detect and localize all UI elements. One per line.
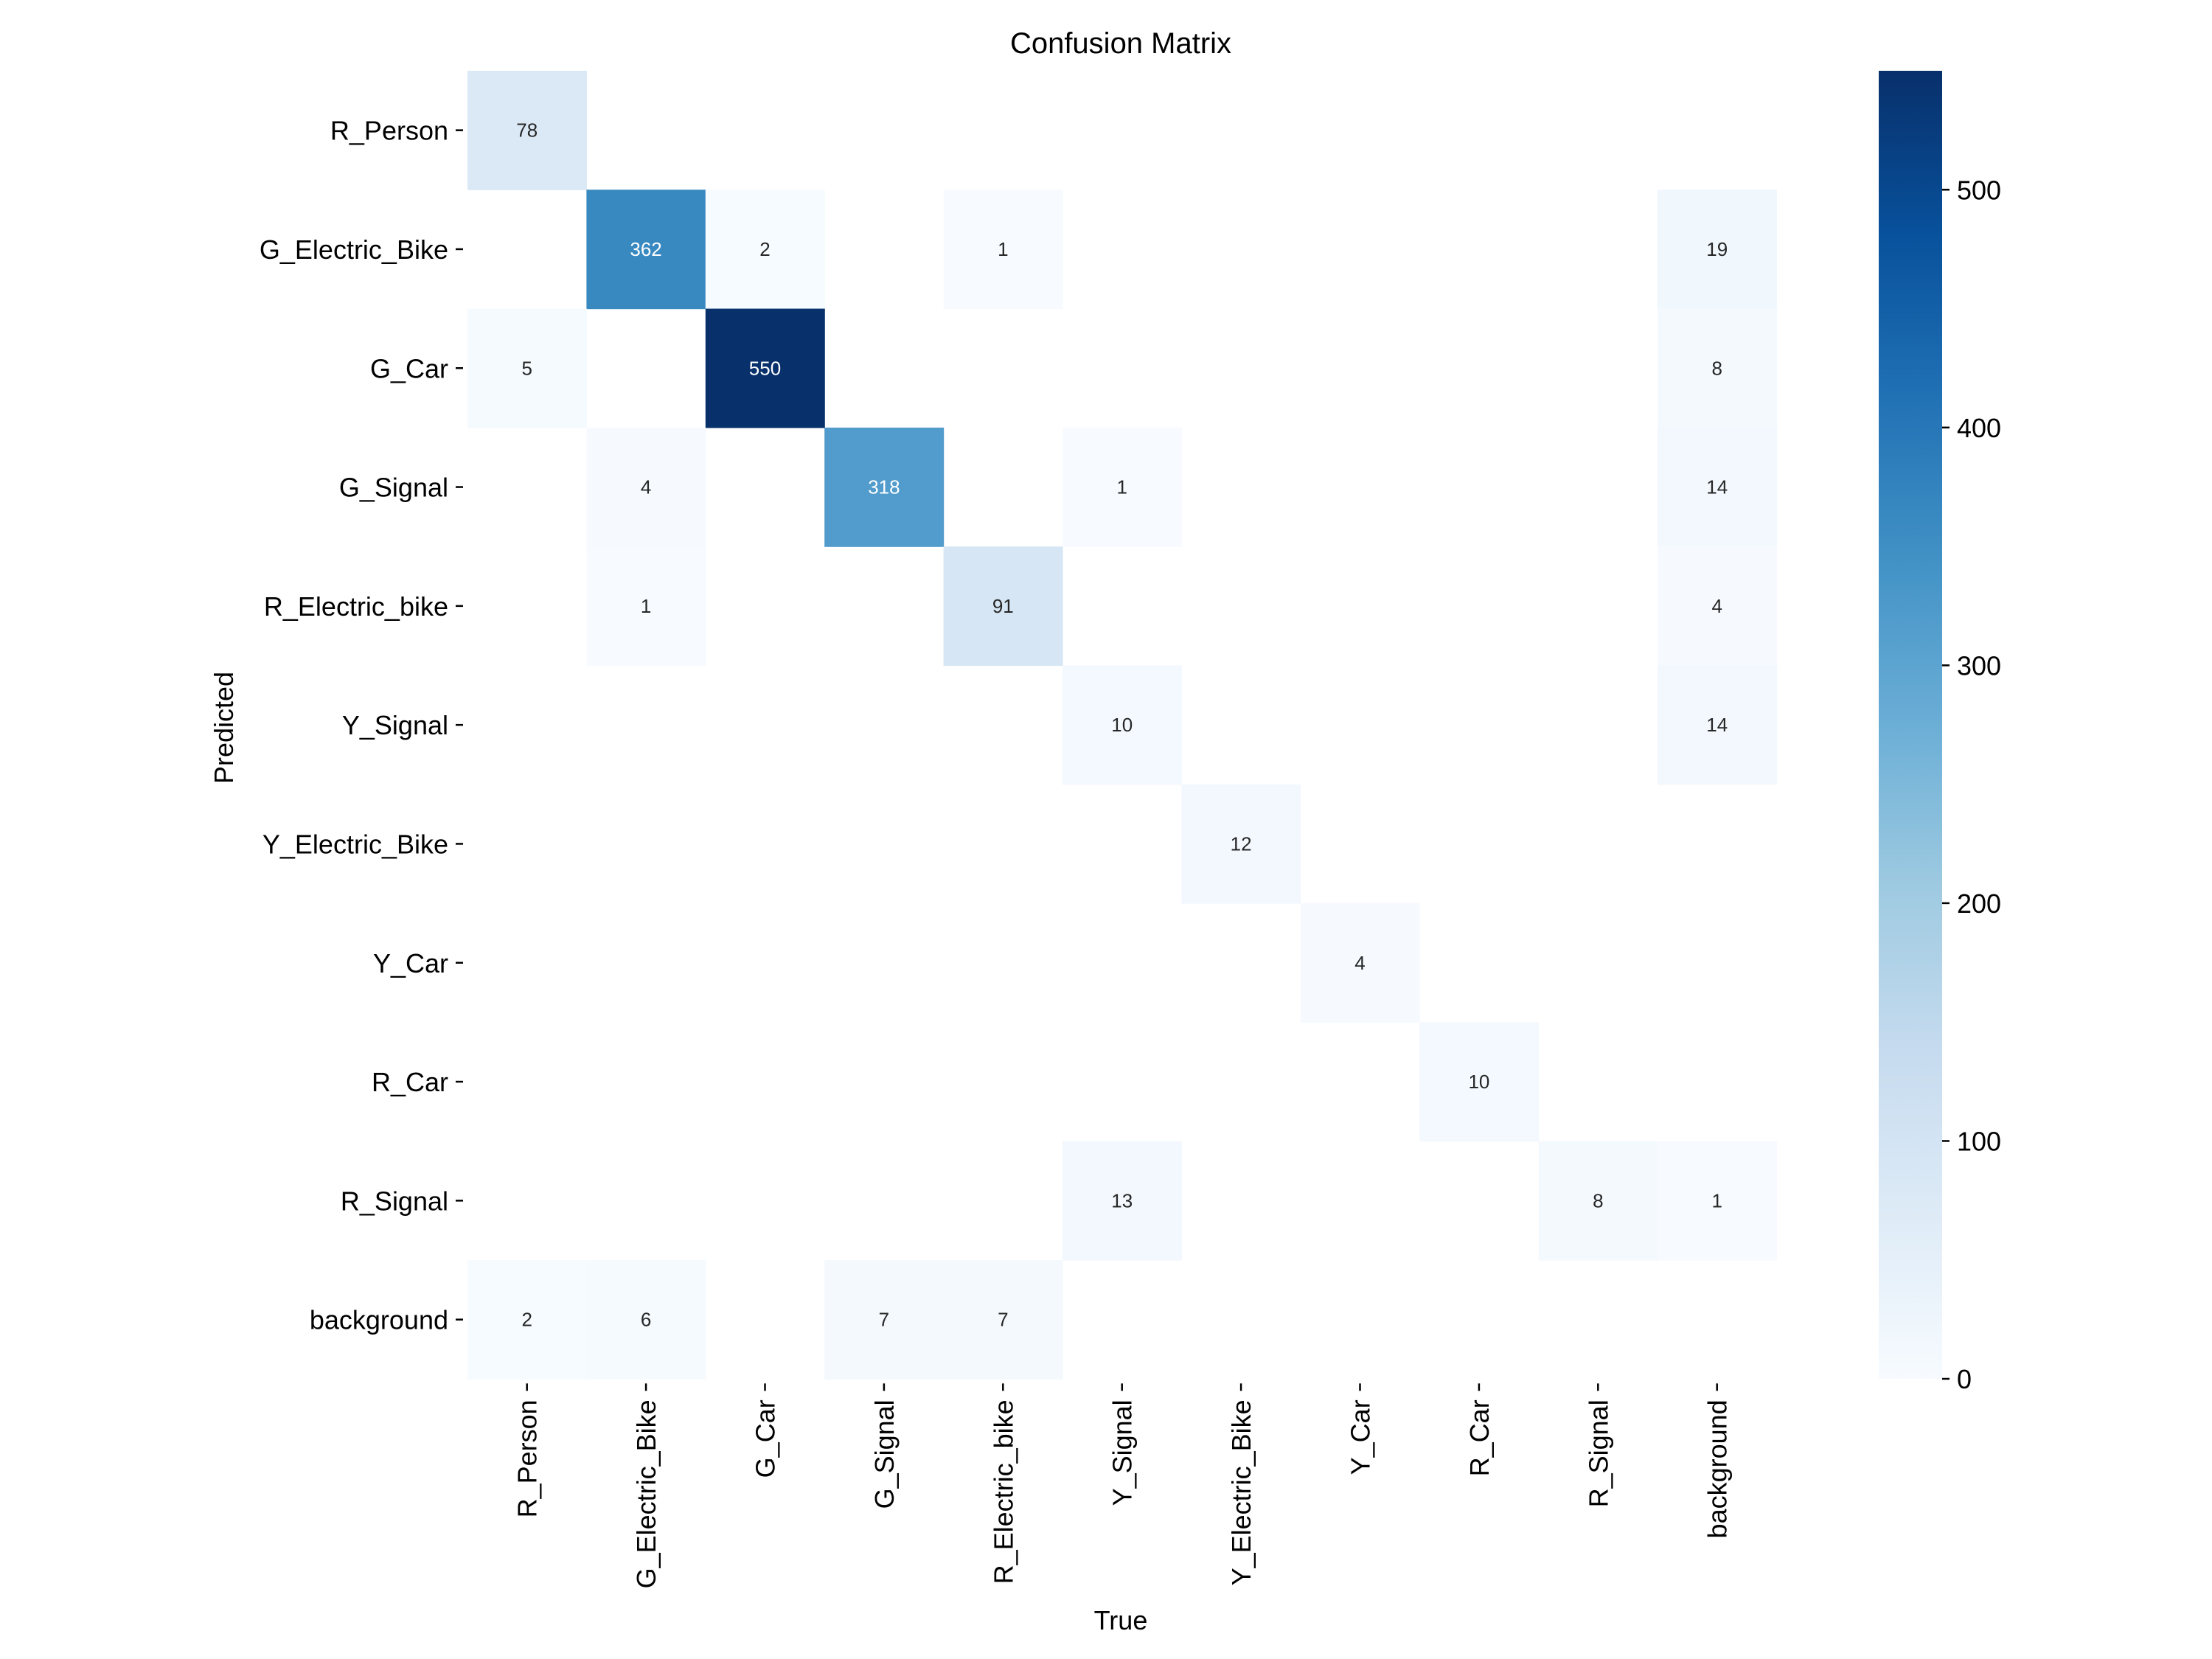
heatmap-cell — [1658, 427, 1777, 547]
y-axis: R_Person G_Electric_Bike G_Car G_Signal R_El… — [260, 116, 463, 1335]
cell-value-label: 2 — [521, 1309, 532, 1331]
chart-title: Confusion Matrix — [1010, 27, 1231, 60]
heatmap-cell — [1062, 665, 1182, 785]
y-tick-label: R_Person — [330, 116, 448, 146]
colorbar-tick-label: 400 — [1957, 413, 2001, 443]
colorbar-tick-label: 200 — [1957, 888, 2001, 919]
cell-value-label: 14 — [1706, 714, 1728, 736]
cell-value-label: 8 — [1711, 357, 1722, 379]
colorbar — [1879, 71, 1942, 1379]
heatmap-cell — [586, 427, 706, 547]
x-tick-label: Y_Electric_Bike — [1226, 1399, 1256, 1585]
heatmap-cell — [1658, 308, 1777, 428]
cell-value-label: 1 — [1116, 476, 1127, 498]
y-tick-label: G_Electric_Bike — [260, 234, 448, 265]
cell-value-label: 550 — [749, 357, 781, 379]
heatmap-cell — [467, 71, 587, 190]
cell-value-label: 10 — [1111, 714, 1133, 736]
cell-value-label: 14 — [1706, 476, 1728, 498]
y-tick-label: R_Electric_bike — [264, 591, 448, 622]
cell-value-label: 4 — [641, 476, 651, 498]
heatmap-cell — [1658, 546, 1777, 667]
heatmap-cell — [1658, 189, 1777, 310]
heatmap-cell — [586, 189, 706, 310]
cell-value-label: 362 — [630, 238, 661, 260]
colorbar-tick-label: 0 — [1957, 1364, 1972, 1394]
cell-value-label: 13 — [1111, 1189, 1133, 1211]
heatmap-cell — [943, 546, 1063, 667]
y-tick-label: G_Car — [370, 353, 448, 383]
cell-value-label: 7 — [879, 1309, 889, 1331]
heatmap-cell — [824, 1260, 945, 1380]
heatmap-cell — [943, 1260, 1063, 1380]
heatmap-cell — [943, 189, 1063, 310]
heatmap-cell — [1538, 1141, 1658, 1261]
x-tick-label: Y_Signal — [1107, 1399, 1138, 1506]
cell-value-label: 4 — [1711, 595, 1722, 617]
y-axis-label: Predicted — [209, 672, 239, 784]
heatmap-cell — [1300, 903, 1420, 1023]
cell-value-label: 78 — [516, 119, 538, 142]
cell-value-label: 7 — [998, 1309, 1008, 1331]
cell-value-label: 6 — [641, 1309, 651, 1331]
heatmap-cell — [1062, 427, 1182, 547]
cell-value-label: 4 — [1354, 952, 1365, 974]
x-axis: R_Person G_Electric_Bike G_Car G_Signal R_El… — [512, 1383, 1733, 1588]
heatmap-cell — [824, 427, 945, 547]
cell-value-label: 318 — [868, 476, 900, 498]
x-tick-label: R_Person — [512, 1399, 543, 1517]
heatmap-cell — [1658, 665, 1777, 785]
cell-value-label: 12 — [1231, 832, 1252, 855]
x-tick-label: R_Electric_bike — [988, 1399, 1018, 1584]
x-tick-label: R_Signal — [1583, 1399, 1613, 1507]
y-tick-label: Y_Car — [373, 948, 448, 978]
heatmap-cell — [586, 1260, 706, 1380]
y-tick-label: G_Signal — [339, 473, 448, 503]
cell-value-label: 91 — [992, 595, 1014, 617]
heatmap-cell — [705, 308, 825, 428]
cell-value-label: 8 — [1593, 1189, 1603, 1211]
heatmap-cells — [467, 71, 1777, 1380]
colorbar-tick-label: 300 — [1957, 650, 2001, 681]
y-tick-label: R_Car — [372, 1067, 448, 1097]
x-tick-label: G_Signal — [869, 1399, 900, 1509]
y-tick-label: background — [310, 1305, 448, 1335]
x-tick-label: G_Car — [751, 1399, 781, 1478]
cell-value-label: 1 — [641, 595, 651, 617]
cell-value-label: 1 — [998, 238, 1008, 260]
colorbar-tick-label: 500 — [1957, 175, 2001, 205]
x-tick-label: background — [1703, 1399, 1733, 1538]
y-tick-label: Y_Electric_Bike — [262, 829, 448, 859]
heatmap-cell — [467, 1260, 587, 1380]
cell-value-label: 5 — [521, 357, 532, 379]
x-tick-label: Y_Car — [1346, 1399, 1376, 1475]
colorbar-tick-label: 100 — [1957, 1126, 2001, 1156]
heatmap-cell — [1658, 1141, 1777, 1261]
cell-value-label: 1 — [1711, 1189, 1722, 1211]
x-tick-label: R_Car — [1464, 1399, 1495, 1476]
heatmap-cell — [467, 308, 587, 428]
colorbar-ticks: 0 100 200 300 400 500 — [1942, 175, 2001, 1394]
x-tick-label: G_Electric_Bike — [631, 1399, 661, 1588]
heatmap-cell — [1062, 1141, 1182, 1261]
cell-value-label: 2 — [759, 238, 770, 260]
y-tick-label: Y_Signal — [342, 710, 448, 740]
x-axis-label: True — [1094, 1605, 1148, 1635]
heatmap-cell — [1181, 784, 1301, 904]
heatmap-cell — [1419, 1022, 1540, 1142]
y-tick-label: R_Signal — [341, 1186, 448, 1216]
cell-value-label: 10 — [1468, 1071, 1489, 1093]
cell-value-label: 19 — [1706, 238, 1728, 260]
heatmap-cell — [705, 189, 825, 310]
heatmap-cell — [586, 546, 706, 667]
